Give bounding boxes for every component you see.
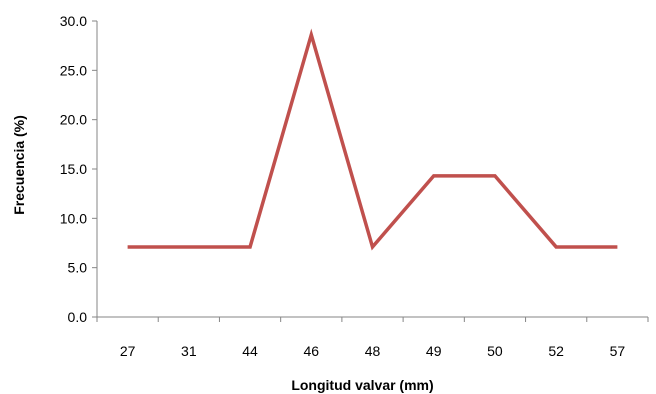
y-axis-ticks: 0.0 5.0 10.0 15.0 20.0 25.0 30.0 [60,13,97,325]
x-tick-label: 31 [181,343,197,359]
x-tick-label: 27 [120,343,136,359]
series-line [127,28,618,251]
y-tick-label: 20.0 [60,112,87,128]
y-tick-label: 10.0 [60,210,87,226]
x-axis-title: Longitud valvar (mm) [291,377,433,393]
x-tick-label: 49 [426,343,442,359]
x-tick-label: 57 [610,343,626,359]
y-tick-label: 5.0 [68,260,88,276]
y-tick-label: 15.0 [60,161,87,177]
y-tick-label: 30.0 [60,13,87,29]
x-tick-label: 46 [303,343,319,359]
x-tick-label: 52 [548,343,564,359]
x-axis-ticks: 27 31 44 46 48 49 50 52 57 [96,317,649,359]
y-axis-title: Frecuencia (%) [11,115,27,215]
series-layer [127,28,618,251]
x-tick-label: 50 [487,343,503,359]
y-tick-label: 0.0 [68,309,88,325]
y-tick-label: 25.0 [60,62,87,78]
x-tick-label: 44 [242,343,258,359]
x-tick-label: 48 [365,343,381,359]
